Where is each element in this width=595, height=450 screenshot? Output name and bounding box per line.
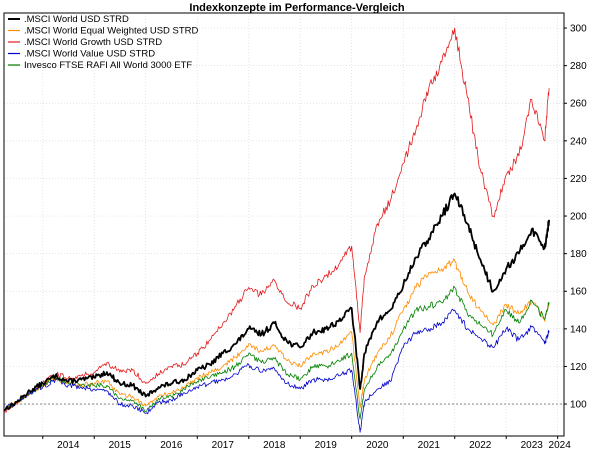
x-tick-label: 2014 <box>57 440 80 450</box>
plot-frame <box>3 12 565 437</box>
series-line <box>3 285 550 420</box>
y-tick-label: 180 <box>570 249 587 260</box>
y-tick-label: 140 <box>570 324 587 335</box>
grid <box>4 13 564 436</box>
legend: .MSCI World USD STRD.MSCI World Equal We… <box>8 14 199 71</box>
x-tick-label: 2017 <box>212 440 235 450</box>
axes: 100 120 140 160 180 200 220 240 260 280 300 2014 201… <box>42 24 587 450</box>
x-tick-label: 2021 <box>418 440 441 450</box>
legend-label: Invesco FTSE RAFI All World 3000 ETF <box>24 60 192 71</box>
series-line <box>3 258 550 411</box>
x-tick-label: 2015 <box>109 440 132 450</box>
x-tick-label: 2022 <box>469 440 492 450</box>
legend-label: .MSCI World USD STRD <box>24 14 129 25</box>
legend-label: .MSCI World Growth USD STRD <box>24 37 162 48</box>
legend-label: .MSCI World Value USD STRD <box>24 49 155 60</box>
y-tick-label: 300 <box>570 24 587 35</box>
series-line <box>3 27 550 413</box>
y-tick-label: 260 <box>570 99 587 110</box>
y-tick-label: 160 <box>570 287 587 298</box>
series-lines <box>3 27 550 433</box>
x-tick-label: 2020 <box>366 440 389 450</box>
x-tick-label: 2019 <box>315 440 338 450</box>
y-tick-label: 200 <box>570 212 587 223</box>
x-tick-label: 2016 <box>160 440 183 450</box>
y-tick-label: 220 <box>570 174 587 185</box>
x-tick-label: 2024 <box>549 440 572 450</box>
y-tick-label: 120 <box>570 362 587 373</box>
x-tick-label: 2018 <box>263 440 286 450</box>
x-tick-label: 2023 <box>521 440 544 450</box>
y-tick-label: 100 <box>570 400 587 411</box>
y-tick-label: 240 <box>570 136 587 147</box>
legend-label: .MSCI World Equal Weighted USD STRD <box>24 26 199 37</box>
y-tick-label: 280 <box>570 61 587 72</box>
series-line <box>3 192 550 412</box>
chart-title: Indexkonzepte im Performance-Vergleich <box>189 2 404 14</box>
series-line <box>4 308 550 433</box>
